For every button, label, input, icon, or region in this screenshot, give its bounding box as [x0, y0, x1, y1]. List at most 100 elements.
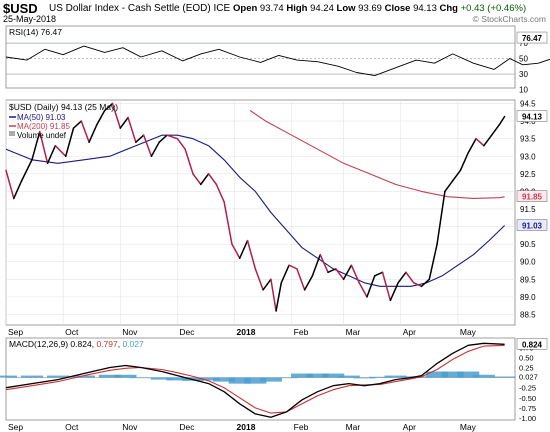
macd-histogram-bar: [457, 371, 480, 378]
price-segment: [475, 137, 485, 147]
macd-tick-label: -0.75: [519, 404, 536, 413]
macd-x-label: Mar: [346, 422, 361, 432]
low-value: 93.69: [358, 3, 382, 14]
macd-histogram-bar: [275, 377, 298, 379]
legend-volume: Volume undef: [17, 131, 67, 140]
price-segment: [335, 268, 345, 281]
price-segment: [428, 243, 438, 281]
price-segment: [319, 253, 329, 274]
price-segment: [166, 134, 179, 140]
macd-histogram-bar: [98, 374, 121, 378]
price-tick-label: 89.5: [520, 275, 536, 284]
macd-x-label: 2018: [237, 422, 256, 432]
macd-tick-label: -1.00: [519, 414, 536, 423]
price-segment: [246, 239, 257, 270]
price-segment: [176, 137, 186, 150]
price-segment: [327, 268, 337, 274]
close-label: Close: [384, 3, 411, 14]
price-segment: [31, 130, 41, 161]
macd-signal-line: [5, 344, 505, 414]
price-segment: [127, 116, 137, 143]
price-segment: [207, 173, 218, 186]
price-x-label: Sep: [8, 327, 23, 337]
ma50-line: [5, 134, 505, 287]
macd-histogram-bar: [244, 377, 267, 384]
open-label: Open: [233, 3, 258, 14]
macd-histogram-bar: [20, 375, 44, 378]
price-segment: [96, 109, 106, 126]
price-segment: [20, 159, 33, 182]
price-tick-label: 90.0: [520, 258, 536, 267]
macd-histogram-bar: [228, 377, 251, 384]
price-segment: [215, 183, 225, 203]
macd-histogram-bar: [259, 377, 282, 382]
low-label: Low: [336, 3, 356, 14]
price-segment: [490, 123, 501, 136]
price-x-label: Feb: [294, 327, 309, 337]
price-segment: [72, 120, 83, 129]
macd-histogram-bar: [213, 377, 236, 382]
price-x-label: Dec: [179, 327, 195, 337]
macd-histogram-bar: [291, 373, 314, 378]
price-x-label: May: [460, 327, 477, 337]
macd-histogram-bar: [72, 375, 95, 378]
price-segment: [420, 278, 431, 288]
macd-x-label: Sep: [8, 422, 23, 432]
rsi-panel: [5, 25, 516, 89]
price-segment: [142, 134, 153, 157]
macd-line: [5, 342, 505, 418]
price-segment: [389, 282, 399, 302]
macd-histogram-bar: [493, 376, 516, 378]
price-segment: [366, 275, 376, 298]
macd-histogram-bar: [441, 371, 464, 378]
close-value: 94.13: [413, 3, 437, 14]
macd-x-label: Dec: [179, 422, 195, 432]
macd-histogram-bar: [46, 375, 69, 378]
ma50-last-badge-box: [516, 219, 548, 231]
price-segment: [296, 268, 306, 291]
macd-histogram-bar: [353, 377, 376, 379]
price-segment: [158, 134, 168, 143]
price-last-badge-box: [516, 110, 548, 122]
macd-tick-label: -0.25: [519, 384, 536, 393]
price-segment: [46, 144, 57, 165]
price-segment: [350, 264, 360, 284]
rsi-tick-label: 30: [519, 70, 528, 79]
instrument-title: US Dollar Index - Cash Settle (EOD): [49, 3, 211, 14]
legend-volume-swatch: [9, 131, 15, 136]
macd-histogram-bar: [150, 377, 173, 380]
price-segment: [13, 180, 23, 200]
price-x-label: Mar: [346, 327, 361, 337]
price-segment: [5, 169, 15, 200]
macd-title: MACD(12,26,9) 0.824, 0.797, 0.027: [9, 339, 144, 349]
price-tick-label: 90.5: [520, 240, 536, 249]
price-segment: [103, 102, 114, 112]
macd-histogram-bar: [368, 376, 391, 378]
chg-value: +0.43 (+0.46%): [460, 3, 527, 14]
legend-ma50: MA(50) 91.03: [17, 113, 66, 122]
ohlc-summary: Open 93.74 High 94.24 Low 93.69 Close 94…: [233, 3, 526, 14]
price-segment: [64, 127, 75, 157]
price-tick-label: 93.0: [520, 152, 536, 161]
chg-label: Chg: [439, 3, 458, 14]
macd-histogram-bar: [130, 377, 153, 379]
price-segment: [280, 264, 290, 284]
price-segment: [358, 282, 368, 298]
price-segment: [192, 173, 202, 186]
high-value: 94.24: [310, 3, 334, 14]
macd-histogram-bar: [166, 377, 189, 381]
price-segment: [436, 190, 446, 245]
price-tick-label: 89.0: [520, 293, 536, 302]
macd-histogram-bar: [337, 375, 360, 378]
chart-date: 25-May-2018: [3, 14, 57, 24]
price-segment: [111, 102, 122, 129]
macd-histogram-bar: [472, 374, 495, 378]
price-segment: [381, 271, 392, 302]
price-segment: [254, 268, 264, 291]
macd-x-label: Oct: [65, 422, 79, 432]
rsi-tick-label: 10: [519, 86, 528, 95]
price-segment: [184, 148, 194, 175]
price-x-label: Apr: [403, 327, 416, 337]
price-tick-label: 93.5: [520, 135, 536, 144]
price-segment: [288, 264, 298, 270]
